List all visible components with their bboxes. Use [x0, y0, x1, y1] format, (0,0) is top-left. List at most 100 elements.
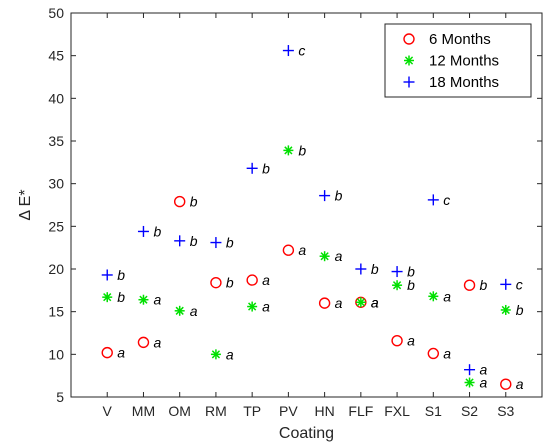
significance-letter: c — [298, 43, 305, 59]
point-circle — [173, 195, 186, 208]
y-tick-label: 5 — [56, 389, 64, 405]
point-circle — [427, 347, 440, 360]
significance-letter: b — [190, 233, 198, 249]
point-circle — [391, 334, 403, 347]
significance-letter: a — [480, 374, 488, 390]
point-circle — [500, 378, 512, 390]
significance-letter: a — [298, 242, 306, 258]
significance-letter: c — [516, 276, 523, 292]
point-circle — [210, 276, 222, 289]
significance-letter: a — [226, 346, 234, 362]
y-tick-label: 40 — [48, 90, 64, 106]
axes-frame — [70, 12, 543, 398]
significance-letter: a — [371, 294, 379, 310]
y-tick-label: 45 — [48, 48, 64, 64]
point-circle — [282, 244, 295, 256]
point-circle — [318, 297, 331, 309]
x-tick-label: S1 — [425, 403, 442, 419]
x-tick-label: TP — [243, 403, 261, 419]
point-asterisk — [500, 304, 511, 315]
point-plus — [210, 237, 222, 249]
significance-letter: b — [226, 235, 234, 251]
significance-letter: a — [153, 334, 161, 350]
point-plus — [246, 162, 258, 174]
significance-letter: b — [516, 302, 524, 318]
significance-letter: b — [407, 277, 415, 293]
point-plus — [391, 266, 403, 278]
y-axis: 5 10 15 20 25 30 35 40 45 50 — [48, 5, 542, 405]
point-plus — [500, 278, 512, 290]
significance-letter: a — [443, 288, 451, 304]
x-tick-label: HN — [314, 403, 334, 419]
point-plus — [319, 190, 331, 202]
point-plus — [174, 235, 186, 247]
significance-letter: b — [480, 277, 488, 293]
x-axis-title: Coating — [279, 425, 334, 442]
legend-item: 12 Months — [404, 53, 499, 70]
point-circle — [246, 274, 258, 286]
x-tick-label: FXL — [384, 403, 410, 419]
x-tick-label: S3 — [497, 403, 514, 419]
point-plus — [427, 194, 439, 206]
point-plus — [137, 225, 149, 237]
legend-item: 18 Months — [403, 74, 499, 91]
x-tick-label: RM — [205, 403, 227, 419]
point-plus — [282, 45, 294, 57]
point-asterisk — [138, 294, 149, 305]
significance-letter: a — [516, 376, 524, 392]
point-plus — [464, 364, 476, 376]
x-tick-label: PV — [279, 403, 298, 419]
x-tick-label: MM — [132, 403, 155, 419]
significance-letter: a — [371, 294, 379, 310]
plot-area-border — [70, 12, 543, 398]
legend-marker-circle — [403, 33, 415, 45]
significance-letter: a — [480, 362, 488, 378]
significance-letter: b — [335, 188, 343, 204]
point-asterisk — [464, 377, 475, 388]
point-asterisk — [283, 145, 294, 156]
point-asterisk — [174, 305, 185, 316]
x-axis: V MM OM RM TP PV HN FLF FXL S1 S2 S3 — [103, 13, 515, 419]
x-tick-label: S2 — [461, 403, 478, 419]
significance-letter: b — [190, 194, 198, 210]
x-tick-label: OM — [168, 403, 191, 419]
significance-letter: b — [226, 275, 234, 291]
point-circle — [137, 336, 150, 349]
point-asterisk — [428, 291, 439, 302]
significance-letter: c — [443, 192, 450, 208]
data-points — [101, 45, 512, 390]
y-tick-label: 50 — [48, 5, 64, 21]
significance-letter: a — [335, 248, 343, 264]
legend: 6 Months 12 Months 18 Months — [384, 23, 532, 98]
point-plus — [355, 263, 367, 275]
significance-letter: a — [407, 333, 415, 349]
y-tick-label: 35 — [48, 133, 64, 149]
legend-marker-plus — [403, 76, 415, 88]
point-asterisk — [210, 349, 221, 360]
y-tick-label: 10 — [48, 346, 64, 362]
legend-label: 18 Months — [429, 74, 499, 91]
point-asterisk — [355, 297, 366, 308]
significance-letter: b — [262, 160, 270, 176]
significance-letter: b — [371, 261, 379, 277]
legend-item: 6 Months — [403, 31, 491, 48]
legend-label: 6 Months — [429, 31, 491, 48]
significance-letter: a — [190, 303, 198, 319]
significance-letter: a — [117, 345, 125, 361]
y-tick-label: 30 — [48, 176, 64, 192]
point-asterisk — [247, 301, 258, 312]
point-circle — [101, 346, 113, 359]
x-tick-label: V — [103, 403, 113, 419]
y-tick-label: 20 — [48, 261, 64, 277]
x-tick-label: FLF — [348, 403, 373, 419]
y-tick-label: 15 — [48, 304, 64, 320]
significance-letter: b — [117, 267, 125, 283]
significance-letter: b — [117, 289, 125, 305]
significance-letter: b — [407, 264, 415, 280]
significance-letter: a — [335, 295, 343, 311]
y-tick-label: 25 — [48, 218, 64, 234]
significance-letter: a — [262, 299, 270, 315]
significance-letter: b — [153, 223, 161, 239]
